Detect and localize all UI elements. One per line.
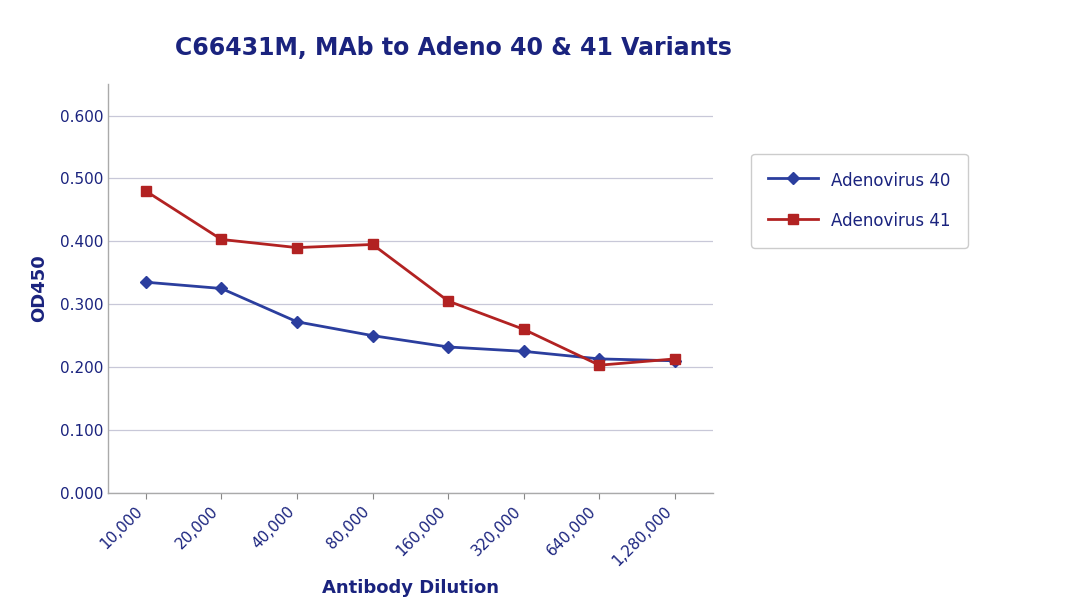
Adenovirus 40 [366,332,379,339]
Adenovirus 41 [517,326,530,333]
X-axis label: Antibody Dilution: Antibody Dilution [322,579,499,597]
Text: C66431M, MAb to Adeno 40 & 41 Variants: C66431M, MAb to Adeno 40 & 41 Variants [175,36,732,60]
Adenovirus 41 [215,236,228,243]
Adenovirus 40 [669,357,681,364]
Adenovirus 41 [593,362,606,369]
Legend: Adenovirus 40, Adenovirus 41: Adenovirus 40, Adenovirus 41 [752,154,968,248]
Adenovirus 41 [139,188,152,195]
Adenovirus 40 [215,285,228,292]
Y-axis label: OD450: OD450 [30,255,49,322]
Adenovirus 41 [366,241,379,248]
Adenovirus 41 [442,297,455,305]
Adenovirus 40 [442,343,455,350]
Adenovirus 41 [669,355,681,362]
Adenovirus 40 [517,348,530,355]
Adenovirus 40 [593,355,606,362]
Adenovirus 41 [291,244,303,251]
Adenovirus 40 [139,279,152,286]
Line: Adenovirus 40: Adenovirus 40 [141,278,679,365]
Line: Adenovirus 41: Adenovirus 41 [140,186,680,370]
Adenovirus 40 [291,318,303,325]
